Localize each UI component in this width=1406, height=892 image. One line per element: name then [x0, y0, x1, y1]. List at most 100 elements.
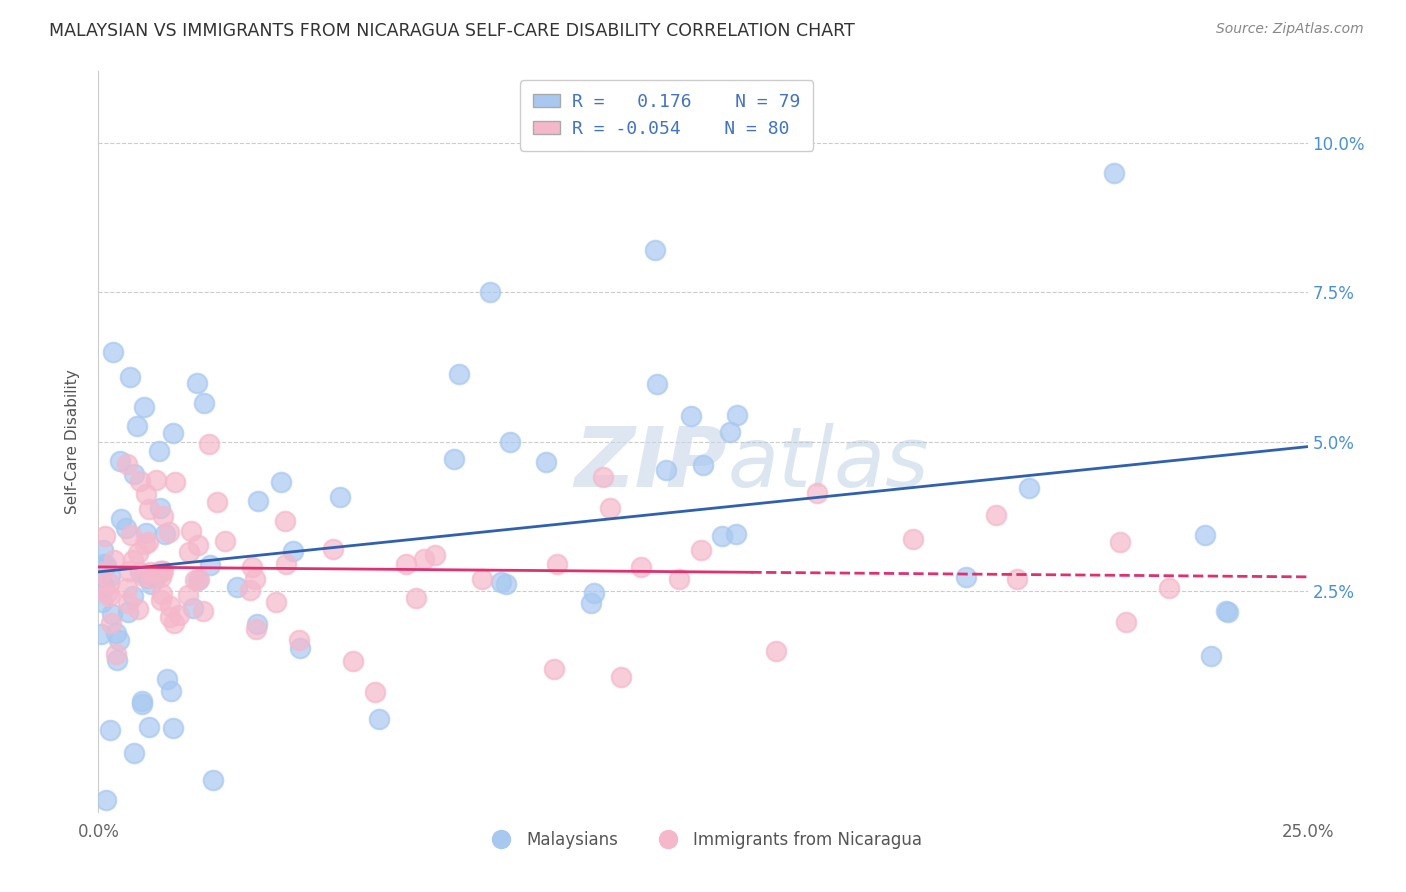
Point	[1215, 604, 1237, 618]
Text: atlas: atlas	[727, 423, 929, 504]
Point	[115, 581, 138, 595]
Point	[214, 533, 236, 548]
Point	[725, 409, 748, 423]
Point	[108, 454, 131, 468]
Point	[191, 604, 214, 618]
Point	[592, 469, 614, 483]
Point	[543, 662, 565, 676]
Point	[599, 501, 621, 516]
Point	[630, 560, 652, 574]
Point	[101, 607, 124, 622]
Point	[489, 574, 512, 589]
Point	[645, 376, 668, 391]
Point	[274, 514, 297, 528]
Legend: Malaysians, Immigrants from Nicaragua: Malaysians, Immigrants from Nicaragua	[478, 824, 928, 855]
Point	[644, 244, 666, 258]
Point	[163, 616, 186, 631]
Point	[177, 545, 200, 559]
Point	[148, 444, 170, 458]
Point	[270, 475, 292, 489]
Point	[134, 537, 156, 551]
Point	[329, 490, 352, 504]
Point	[108, 632, 131, 647]
Point	[105, 625, 128, 640]
Point	[152, 509, 174, 524]
Point	[127, 546, 149, 560]
Point	[495, 577, 517, 591]
Point	[122, 746, 145, 760]
Point	[692, 458, 714, 472]
Point	[1115, 615, 1137, 629]
Point	[100, 615, 122, 630]
Point	[187, 573, 209, 587]
Point	[117, 596, 139, 610]
Point	[986, 508, 1008, 522]
Point	[118, 369, 141, 384]
Point	[443, 451, 465, 466]
Point	[94, 529, 117, 543]
Point	[117, 605, 139, 619]
Point	[198, 436, 221, 450]
Point	[322, 541, 344, 556]
Point	[246, 616, 269, 631]
Point	[139, 565, 162, 579]
Point	[655, 463, 678, 477]
Point	[149, 592, 172, 607]
Point	[1194, 528, 1216, 542]
Point	[240, 559, 263, 574]
Point	[718, 425, 741, 440]
Point	[118, 564, 141, 578]
Point	[1199, 649, 1222, 664]
Point	[138, 534, 160, 549]
Point	[132, 401, 155, 415]
Point	[288, 633, 311, 648]
Point	[122, 467, 145, 482]
Point	[425, 548, 447, 562]
Point	[181, 601, 204, 615]
Point	[290, 641, 312, 656]
Point	[96, 586, 118, 600]
Point	[479, 285, 502, 300]
Point	[1102, 166, 1125, 180]
Point	[471, 572, 494, 586]
Point	[110, 512, 132, 526]
Point	[1018, 481, 1040, 495]
Point	[115, 521, 138, 535]
Point	[955, 569, 977, 583]
Point	[145, 570, 167, 584]
Point	[121, 553, 143, 567]
Point	[115, 457, 138, 471]
Point	[725, 526, 748, 541]
Point	[534, 454, 557, 468]
Point	[193, 396, 215, 410]
Point	[202, 773, 225, 788]
Point	[132, 569, 155, 583]
Point	[121, 589, 143, 603]
Point	[135, 525, 157, 540]
Point	[363, 685, 385, 699]
Point	[177, 588, 200, 602]
Point	[139, 577, 162, 591]
Point	[105, 648, 128, 662]
Point	[264, 595, 287, 609]
Point	[131, 697, 153, 711]
Point	[155, 527, 177, 541]
Point	[184, 573, 207, 587]
Point	[162, 425, 184, 440]
Point	[668, 572, 690, 586]
Text: Source: ZipAtlas.com: Source: ZipAtlas.com	[1216, 22, 1364, 37]
Point	[157, 524, 180, 539]
Point	[150, 570, 173, 584]
Point	[499, 435, 522, 450]
Point	[127, 419, 149, 434]
Point	[159, 599, 181, 613]
Point	[582, 586, 605, 600]
Point	[368, 712, 391, 726]
Point	[579, 596, 602, 610]
Point	[342, 655, 364, 669]
Point	[167, 607, 190, 622]
Point	[186, 376, 208, 391]
Point	[1109, 535, 1132, 549]
Point	[546, 558, 568, 572]
Point	[395, 557, 418, 571]
